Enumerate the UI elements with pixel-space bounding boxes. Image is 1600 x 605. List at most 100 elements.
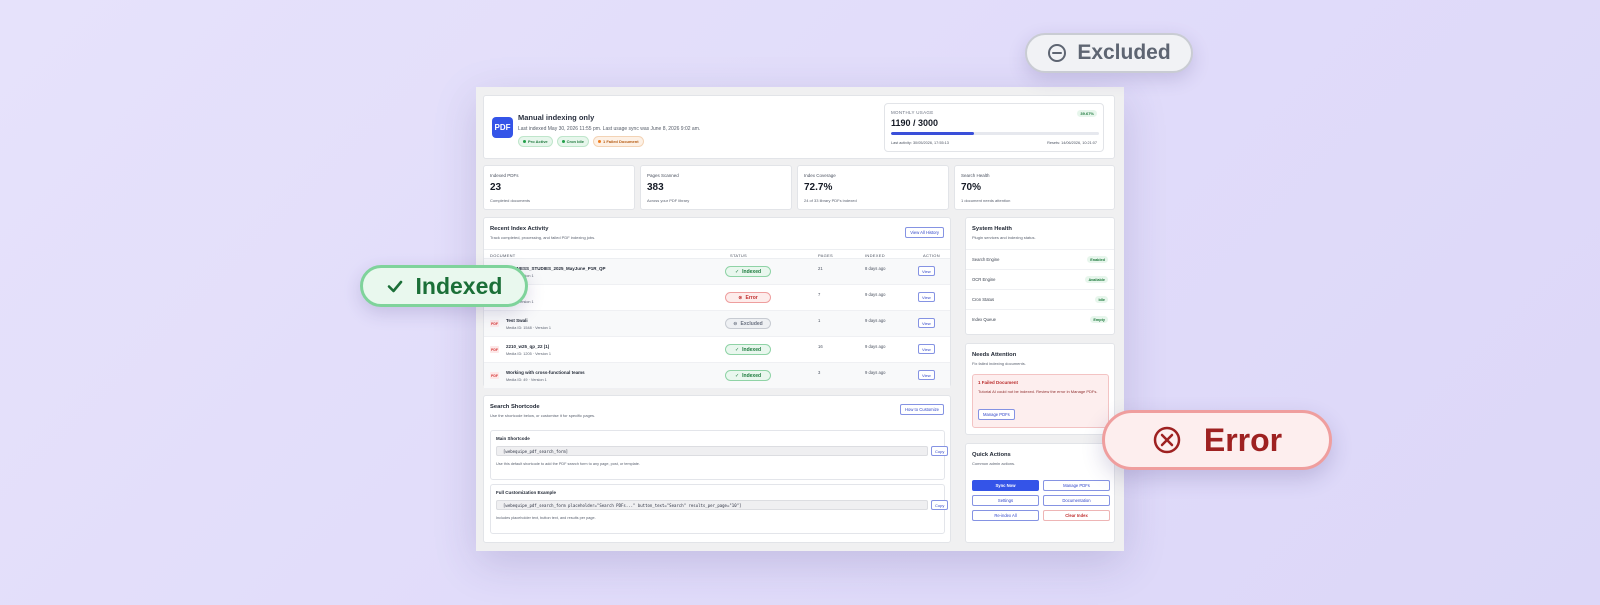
stat-card-index-coverage: Index Coverage 72.7% 24 of 33 library PD… bbox=[797, 165, 949, 210]
pages-count: 1 bbox=[818, 318, 821, 323]
usage-value: 1190 / 3000 bbox=[891, 118, 939, 128]
recent-activity-card: Recent Index Activity Track completed, p… bbox=[483, 217, 951, 389]
reindex-all-button[interactable]: Re-index All bbox=[972, 510, 1039, 521]
health-row: Search Engine Enabled bbox=[966, 249, 1114, 269]
status-label: Indexed bbox=[742, 268, 762, 275]
indexed-time: 9 days ago bbox=[865, 318, 886, 323]
indexed-time: 9 days ago bbox=[865, 292, 886, 297]
copy-button[interactable]: Copy bbox=[931, 446, 949, 456]
check-icon bbox=[387, 280, 402, 293]
status-label: Excluded bbox=[740, 320, 763, 327]
table-body: PDF BUSINESS_STUDIES_2025_MayJune_P1R_QP… bbox=[484, 259, 950, 389]
health-label: Search Engine bbox=[972, 257, 1000, 262]
document-meta: Media ID: 1548 · Version 1 bbox=[506, 326, 551, 330]
pages-count: 7 bbox=[818, 292, 821, 297]
status-badge: ⊗ Error bbox=[725, 292, 771, 303]
section-title: System Health bbox=[972, 226, 1012, 232]
status-label: Indexed bbox=[742, 372, 762, 379]
status-badge: Empty bbox=[1090, 316, 1108, 323]
clear-index-button[interactable]: Clear Index bbox=[1043, 510, 1110, 521]
pill-label: 1 Failed Document bbox=[602, 139, 639, 144]
manage-pdfs-button[interactable]: Manage PDFs bbox=[978, 409, 1015, 420]
settings-button[interactable]: Settings bbox=[972, 495, 1039, 506]
excluded-badge: Excluded bbox=[1025, 33, 1193, 73]
how-to-customize-button[interactable]: How to Customize bbox=[900, 404, 944, 415]
usage-footer: Last activity: 30/05/2026, 17:55:13 Rese… bbox=[891, 141, 1097, 145]
pdf-file-icon: PDF bbox=[490, 320, 499, 327]
column-header: STATUS bbox=[730, 253, 747, 258]
pdf-file-icon: PDF bbox=[490, 346, 499, 353]
document-meta: Media ID: 1205 · Version 1 bbox=[506, 352, 551, 356]
x-circle-icon bbox=[1153, 426, 1181, 454]
shortcode-code[interactable]: [webequipe_pdf_search_form] bbox=[496, 446, 928, 456]
failed-alert: 1 Failed Document Tutorial AI could not … bbox=[972, 374, 1109, 428]
dashboard-window: PDF Manual indexing only Last indexed Ma… bbox=[476, 87, 1124, 551]
section-subtitle: Track completed, processing, and failed … bbox=[490, 235, 596, 240]
sub-title: Full Customization Example bbox=[496, 490, 557, 495]
stat-sub: Completed documents bbox=[490, 198, 531, 203]
document-meta: Media ID: 49 · Version 1 bbox=[506, 378, 547, 382]
stat-label: Search Health bbox=[961, 173, 990, 178]
usage-progress-bar bbox=[891, 132, 1099, 135]
x-circle-icon: ⊗ bbox=[738, 294, 743, 301]
status-badge: Available bbox=[1085, 276, 1108, 283]
indexed-time: 8 days ago bbox=[865, 266, 886, 271]
search-shortcode-card: Search Shortcode Use the shortcode below… bbox=[483, 395, 951, 543]
pill-label: Cron Idle bbox=[566, 139, 584, 144]
view-button[interactable]: View bbox=[918, 292, 935, 302]
view-all-history-button[interactable]: View All History bbox=[905, 227, 944, 238]
table-row: PDF y Doc 1990 · Version 1 ⊗ Error 7 9 d… bbox=[484, 285, 950, 311]
document-name: Working with cross-functional teams bbox=[506, 370, 585, 375]
shortcode-code[interactable]: [webequipe_pdf_search_form placeholder="… bbox=[496, 500, 928, 510]
stat-card-search-health: Search Health 70% 1 document needs atten… bbox=[954, 165, 1115, 210]
section-title: Quick Actions bbox=[972, 452, 1011, 458]
copy-button[interactable]: Copy bbox=[931, 500, 949, 510]
check-icon: ✓ bbox=[734, 372, 740, 379]
indexed-time: 9 days ago bbox=[865, 344, 886, 349]
documentation-button[interactable]: Documentation bbox=[1043, 495, 1110, 506]
pages-count: 3 bbox=[818, 370, 821, 375]
stat-sub: Across your PDF library bbox=[647, 198, 690, 203]
indexed-time: 9 days ago bbox=[865, 370, 886, 375]
header-card: PDF Manual indexing only Last indexed Ma… bbox=[483, 95, 1115, 159]
pdf-logo: PDF bbox=[492, 117, 513, 138]
full-customization-card: Full Customization Example [webequipe_pd… bbox=[490, 484, 949, 534]
health-label: Index Queue bbox=[972, 317, 996, 322]
status-badge: ✓ Indexed bbox=[725, 266, 771, 277]
view-button[interactable]: View bbox=[918, 344, 935, 354]
section-title: Needs Attention bbox=[972, 352, 1017, 358]
status-badge-failed: 1 Failed Document bbox=[592, 136, 644, 147]
column-header: ACTION bbox=[923, 253, 940, 258]
sync-now-button[interactable]: Sync Now bbox=[972, 480, 1039, 491]
error-badge: Error bbox=[1102, 410, 1332, 470]
section-subtitle: Common admin actions. bbox=[972, 461, 1016, 466]
check-icon: ✓ bbox=[734, 268, 740, 275]
stat-card-pages-scanned: Pages Scanned 383 Across your PDF librar… bbox=[640, 165, 792, 210]
dot-icon bbox=[597, 140, 601, 143]
status-badge-cron: Cron Idle bbox=[556, 136, 589, 147]
table-row: PDF 2210_w25_qp_22 (1) Media ID: 1205 · … bbox=[484, 337, 950, 363]
status-badge: Enabled bbox=[1087, 256, 1108, 263]
stat-sub: 1 document needs attention bbox=[961, 198, 1011, 203]
status-badge: ✓ Indexed bbox=[725, 370, 771, 381]
view-button[interactable]: View bbox=[918, 266, 935, 276]
section-title: Recent Index Activity bbox=[490, 226, 549, 232]
manage-pdfs-button[interactable]: Manage PDFs bbox=[1043, 480, 1110, 491]
section-subtitle: Use the shortcode below, or customise it… bbox=[490, 413, 596, 418]
stat-sub: 24 of 33 library PDFs indexed bbox=[804, 198, 857, 203]
pages-count: 21 bbox=[818, 266, 823, 271]
needs-attention-card: Needs Attention Fix failed indexing docu… bbox=[965, 343, 1115, 435]
last-activity: Last activity: 30/05/2026, 17:55:13 bbox=[891, 141, 949, 145]
health-row: Index Queue Empty bbox=[966, 309, 1114, 329]
usage-progress-fill bbox=[891, 132, 974, 135]
indexed-label: Indexed bbox=[415, 272, 503, 299]
alert-text: Tutorial AI could not be indexed. Review… bbox=[978, 389, 1098, 394]
pages-count: 16 bbox=[818, 344, 823, 349]
pill-label: Pro Active bbox=[528, 139, 548, 144]
health-row: Cron Status Idle bbox=[966, 289, 1114, 309]
status-badge-pro: Pro Active bbox=[518, 136, 553, 147]
view-button[interactable]: View bbox=[918, 370, 935, 380]
view-button[interactable]: View bbox=[918, 318, 935, 328]
resets-date: Resets: 14/06/2026, 10:21:07 bbox=[1047, 141, 1097, 145]
status-badge: Idle bbox=[1095, 296, 1108, 303]
